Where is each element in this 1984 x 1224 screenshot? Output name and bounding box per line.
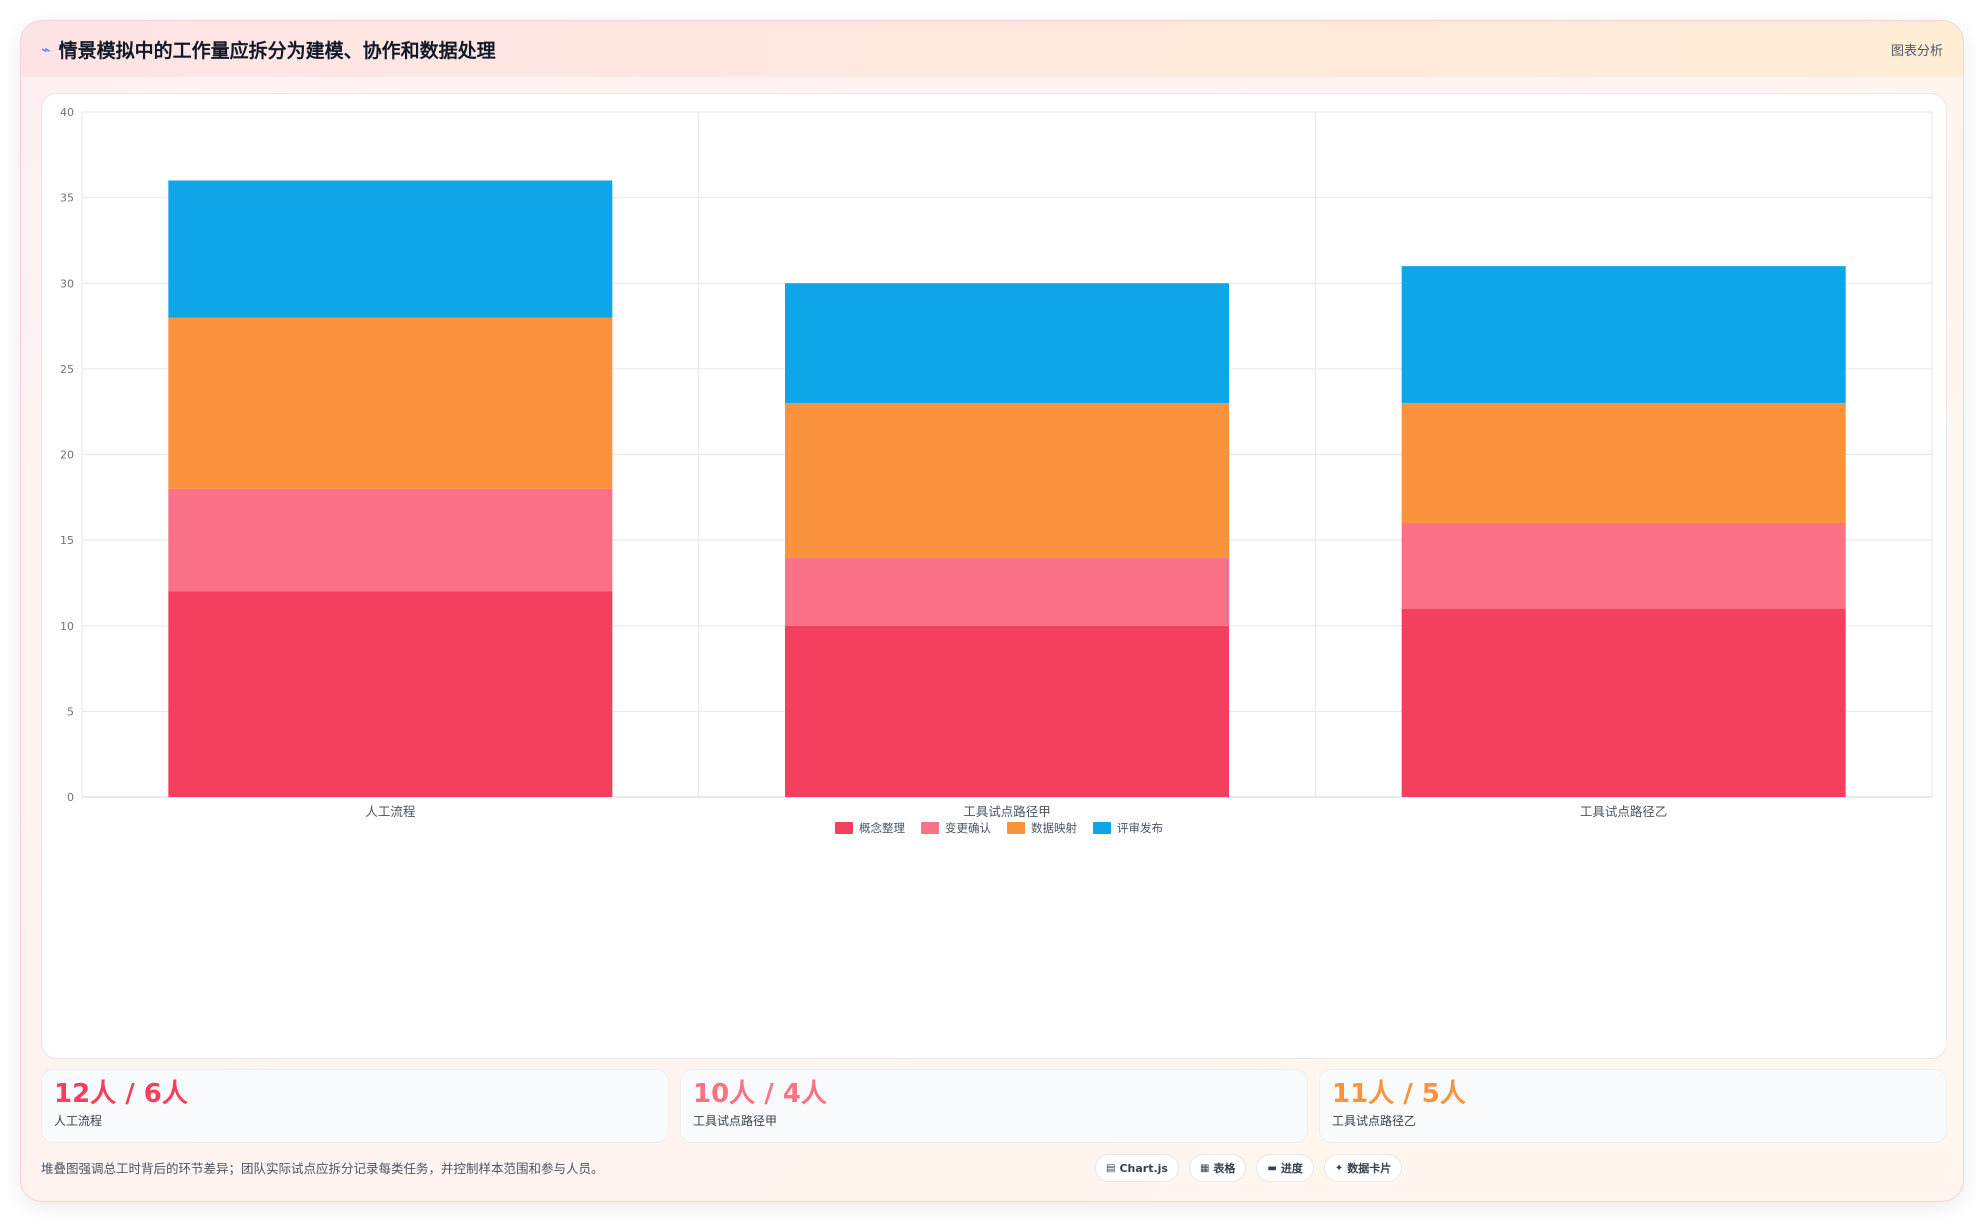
legend-swatch <box>835 822 853 834</box>
chip-data-card[interactable]: ✦ 数据卡片 <box>1323 1154 1403 1182</box>
chip-label: 进度 <box>1280 1162 1303 1175</box>
y-tick-label: 15 <box>60 534 74 547</box>
legend-swatch <box>1093 822 1111 834</box>
legend-label: 变更确认 <box>945 821 991 835</box>
chip-progress[interactable]: ▬ 进度 <box>1256 1154 1314 1182</box>
kpi-label: 工具试点路径乙 <box>1332 1114 1417 1128</box>
y-tick-label: 25 <box>60 363 74 376</box>
bar-segment <box>168 180 613 318</box>
legend-swatch <box>1007 822 1025 834</box>
kpi-row: 12人 / 6人 人工流程 10人 / 4人 工具试点路径甲 11人 / 5人 … <box>41 1069 1947 1143</box>
x-tick-label: 工具试点路径甲 <box>963 804 1051 819</box>
kpi-value: 11人 / 5人 <box>1332 1079 1466 1109</box>
bar-segment <box>785 283 1229 404</box>
kpi-label: 人工流程 <box>54 1114 103 1128</box>
chip-table[interactable]: ▦ 表格 <box>1188 1154 1247 1182</box>
chart-analysis-label: 图表分析 <box>1890 43 1943 59</box>
bar-segment <box>1401 266 1846 404</box>
bar-segment <box>1401 608 1846 797</box>
y-tick-label: 0 <box>67 791 74 804</box>
chip-label: Chart.js <box>1119 1161 1168 1175</box>
bar-segment <box>168 591 613 797</box>
card-header: ⌁ 情景模拟中的工作量应拆分为建模、协作和数据处理 图表分析 <box>21 21 1963 77</box>
legend-label: 评审发布 <box>1117 821 1163 835</box>
x-tick-label: 人工流程 <box>365 804 416 819</box>
progress-icon: ▬ <box>1267 1162 1277 1174</box>
legend-swatch <box>921 822 939 834</box>
bar-segment <box>785 557 1229 626</box>
y-tick-label: 10 <box>60 620 74 633</box>
kpi-label: 工具试点路径甲 <box>693 1114 778 1128</box>
kpi-value: 10人 / 4人 <box>693 1079 827 1109</box>
chip-label: 数据卡片 <box>1347 1162 1392 1175</box>
chip-label: 表格 <box>1213 1162 1236 1175</box>
y-tick-label: 20 <box>60 449 74 462</box>
bar-segment <box>785 403 1229 558</box>
footer-note: 堆叠图强调总工时背后的环节差异；团队实际试点应拆分记录每类任务，并控制样本范围和… <box>41 1161 604 1176</box>
bar-segment <box>168 317 613 489</box>
y-tick-label: 35 <box>60 192 74 205</box>
kpi-card-path-a: 10人 / 4人 工具试点路径甲 <box>680 1069 1308 1143</box>
chip-chartjs[interactable]: ▤ Chart.js <box>1095 1154 1179 1182</box>
bar-segment <box>168 488 613 592</box>
page-title: 情景模拟中的工作量应拆分为建模、协作和数据处理 <box>58 39 496 62</box>
kpi-value: 12人 / 6人 <box>54 1079 188 1109</box>
chart-panel: 0 5 10 15 20 25 30 35 40 人工流程 工具试点路径甲 工具试点路径乙概念整理 变更… <box>41 93 1947 1059</box>
kpi-card-manual: 12人 / 6人 人工流程 <box>41 1069 669 1143</box>
x-tick-label: 工具试点路径乙 <box>1580 804 1668 819</box>
chart-line-icon: ⌁ <box>41 39 51 59</box>
y-tick-label: 5 <box>67 705 74 718</box>
y-tick-label: 30 <box>60 277 74 290</box>
legend-label: 数据映射 <box>1031 821 1077 835</box>
y-tick-label: 40 <box>60 106 74 119</box>
table-icon: ▦ <box>1199 1162 1210 1174</box>
chart-icon: ▤ <box>1106 1162 1116 1174</box>
bar-segment <box>1401 523 1846 609</box>
sparkle-icon: ✦ <box>1334 1162 1344 1174</box>
kpi-card-path-b: 11人 / 5人 工具试点路径乙 <box>1319 1069 1947 1143</box>
legend-label: 概念整理 <box>859 821 905 835</box>
bar-segment <box>785 625 1229 797</box>
feature-chips: ▤ Chart.js ▦ 表格 ▬ 进度 ✦ 数据卡片 <box>1095 1154 1403 1182</box>
dashboard-card: ⌁ 情景模拟中的工作量应拆分为建模、协作和数据处理 图表分析 0 5 10 15 20 2… <box>20 20 1964 1202</box>
bar-segment <box>1401 403 1846 523</box>
